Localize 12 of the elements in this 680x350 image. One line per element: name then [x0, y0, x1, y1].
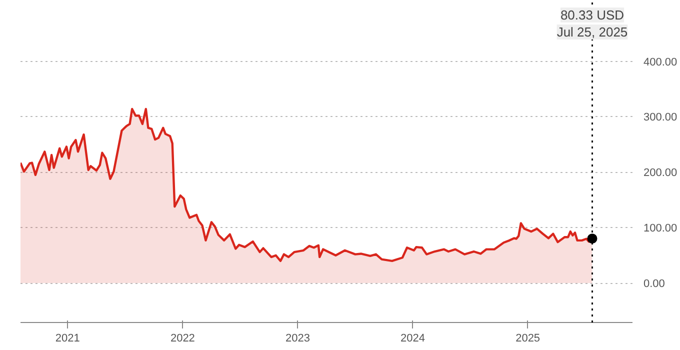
y-tick-label: 0.00 [644, 278, 665, 290]
y-tick-label: 100.00 [644, 222, 678, 235]
annotation: 80.33 USD [560, 8, 624, 22]
x-tick-label: 2025 [516, 332, 540, 344]
x-tick-label: 2023 [286, 332, 310, 344]
y-tick-label: 200.00 [644, 167, 678, 180]
y-tick-label: 300.00 [644, 112, 678, 124]
x-tick-label: 2022 [170, 332, 195, 344]
y-tick-label: 400.00 [644, 56, 678, 68]
ref-line-label: Jul 25, 2025 [556, 24, 628, 40]
x-tick-label: 2024 [400, 332, 426, 344]
x-tick-label: 2021 [55, 332, 80, 344]
